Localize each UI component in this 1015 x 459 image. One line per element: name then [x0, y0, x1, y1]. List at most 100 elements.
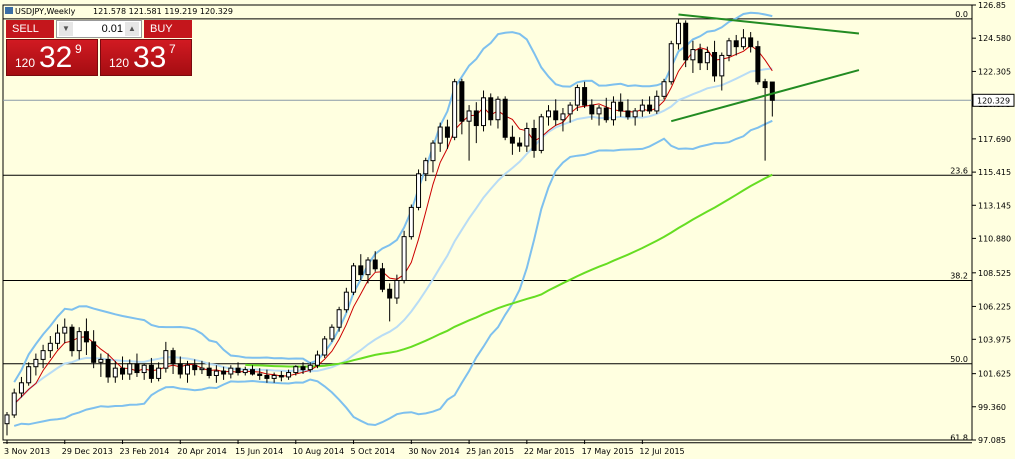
candle-body: [697, 49, 703, 64]
candle-body: [98, 358, 104, 363]
candle-body: [488, 97, 494, 121]
candle-body: [502, 98, 508, 138]
candle-body: [546, 110, 551, 118]
candle-body: [4, 414, 10, 425]
chevron-up-icon[interactable]: ▲: [125, 22, 139, 36]
sell-price-fraction: 9: [75, 42, 82, 56]
candle-body: [134, 363, 140, 374]
candle-body: [249, 369, 255, 375]
fibonacci-label: 61.8: [950, 434, 968, 443]
candle-body: [235, 367, 241, 374]
candle-body: [574, 87, 580, 106]
candle-body: [242, 369, 248, 374]
candle-body: [769, 81, 775, 101]
candle-body: [524, 127, 530, 147]
ohlc-readout: 121.578 121.581 119.219 120.329: [93, 7, 233, 16]
y-tick-label: 115.415: [978, 168, 1011, 177]
candle-body: [683, 22, 689, 61]
sell-button[interactable]: SELL: [6, 20, 54, 38]
candle-body: [206, 367, 212, 376]
candle-body: [83, 331, 89, 343]
candle-body: [213, 370, 219, 376]
x-tick-label: 15 Jun 2014: [235, 447, 283, 456]
y-tick-label: 97.085: [978, 436, 1006, 445]
y-tick-label: 108.525: [978, 269, 1011, 278]
candle-body: [358, 265, 364, 276]
lot-size-value[interactable]: 0.01: [101, 23, 123, 35]
candle-body: [163, 350, 169, 369]
x-tick-label: 5 Oct 2014: [351, 447, 395, 456]
x-tick-label: 29 Dec 2013: [62, 447, 113, 456]
buy-price-fraction: 7: [169, 42, 176, 56]
candle-body: [40, 350, 46, 360]
x-tick-label: 12 Jul 2015: [639, 447, 684, 456]
chevron-down-icon[interactable]: ▼: [59, 22, 73, 36]
x-tick-label: 20 Apr 2014: [177, 447, 226, 456]
triangle-upper-line: [678, 13, 860, 35]
candle-body: [278, 374, 284, 378]
buy-button[interactable]: BUY: [144, 20, 192, 38]
buy-price-box[interactable]: 120 33 7: [100, 39, 192, 76]
candle-body: [517, 142, 523, 147]
candle-body: [423, 160, 429, 175]
candle-body: [264, 374, 270, 379]
candle-body: [170, 350, 176, 365]
candle-body: [47, 342, 53, 352]
fibonacci-label: 23.6: [950, 166, 968, 175]
candle-body: [430, 142, 436, 162]
x-tick-label: 30 Nov 2014: [408, 447, 459, 456]
candle-body: [271, 374, 277, 379]
candle-body: [437, 126, 443, 144]
candle-body: [459, 81, 465, 122]
candle-body: [343, 291, 349, 311]
candle-body: [379, 268, 385, 290]
bollinger-middle-band: [13, 67, 773, 405]
candle-body: [221, 370, 227, 375]
bollinger-lower-band: [13, 119, 773, 427]
candle-body: [538, 116, 544, 151]
candle-body: [322, 338, 328, 356]
candle-body: [495, 98, 501, 121]
candle-body: [719, 54, 725, 77]
candle-body: [177, 363, 183, 375]
sell-price-box[interactable]: 120 32 9: [6, 39, 98, 76]
candle-body: [26, 366, 32, 384]
chart-icon: [5, 7, 13, 14]
candle-body: [141, 364, 147, 374]
candle-body: [625, 110, 631, 118]
y-tick-label: 110.880: [978, 234, 1011, 243]
candle-body: [257, 373, 263, 376]
candle-body: [69, 326, 75, 352]
candle-body: [293, 366, 299, 374]
current-price-tag: [972, 93, 1015, 107]
y-tick-label: 99.360: [978, 403, 1006, 412]
candle-body: [603, 107, 609, 121]
candle-body: [11, 392, 17, 416]
candle-body: [365, 259, 371, 276]
candle-body: [112, 367, 118, 378]
candle-body: [733, 40, 739, 48]
y-tick-label: 117.690: [978, 135, 1011, 144]
sell-price-pips: 32: [39, 41, 73, 74]
candle-body: [690, 49, 696, 61]
candle-body: [127, 363, 133, 375]
candle-body: [560, 113, 566, 121]
candle-body: [300, 366, 306, 371]
candle-body: [452, 81, 458, 138]
candle-body: [567, 104, 573, 115]
candle-body: [55, 332, 61, 344]
candle-body: [76, 331, 82, 352]
candle-body: [712, 51, 718, 77]
candle-body: [62, 326, 68, 334]
candle-body: [748, 37, 754, 48]
candle-body: [668, 43, 674, 83]
lot-size-stepper[interactable]: ▼ 0.01 ▲: [56, 20, 142, 38]
one-click-trading-panel: SELL ▼ 0.01 ▲ BUY 120 32 9 120 33 7: [6, 20, 192, 76]
candle-body: [473, 110, 479, 127]
candle-body: [156, 367, 162, 379]
candle-body: [307, 364, 313, 371]
x-tick-label: 17 May 2015: [582, 447, 634, 456]
candle-body: [639, 104, 645, 112]
x-tick-label: 23 Feb 2014: [120, 447, 170, 456]
